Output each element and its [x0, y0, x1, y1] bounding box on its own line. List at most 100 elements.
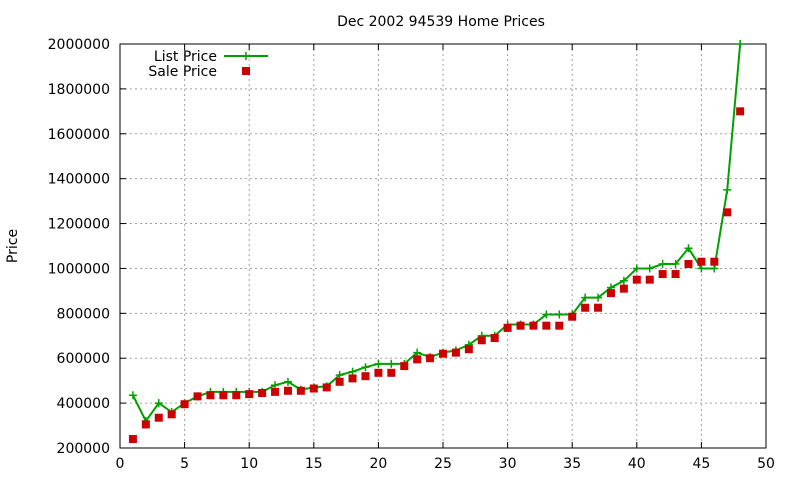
sale-price-point: [568, 312, 577, 321]
x-tick-label: 40: [628, 456, 646, 472]
sale-price-point: [219, 391, 228, 400]
list-price-point: [645, 264, 654, 273]
sale-price-point: [387, 368, 396, 377]
sale-price-point: [581, 303, 590, 312]
list-price-point: [736, 40, 745, 48]
sale-price-point: [516, 321, 525, 330]
x-tick-label: 25: [434, 456, 452, 472]
grid: [120, 44, 766, 448]
y-tick-label: 200000: [57, 441, 110, 457]
sale-price-point: [335, 377, 344, 386]
sale-price-point: [645, 275, 654, 284]
sale-price-point: [309, 384, 318, 393]
sale-price-point: [477, 336, 486, 345]
sale-price-point: [684, 259, 693, 268]
series-line-list-price: [132, 43, 742, 423]
x-tick-label: 30: [499, 456, 517, 472]
y-tick-label: 1400000: [48, 172, 110, 188]
sale-price-point: [232, 391, 241, 400]
list-price-point: [154, 399, 163, 408]
x-tick-label: 0: [116, 456, 125, 472]
list-price-point: [348, 367, 357, 376]
list-price-point: [335, 371, 344, 380]
legend: List Price Sale Price: [148, 49, 268, 80]
sale-price-point: [180, 400, 189, 409]
list-price-point: [684, 244, 693, 253]
list-price-point: [361, 363, 370, 372]
sale-price-point: [723, 208, 732, 217]
sale-price-point: [529, 321, 538, 330]
y-tick-label: 1200000: [48, 217, 110, 233]
sale-price-point: [206, 391, 215, 400]
list-price-point: [723, 185, 732, 194]
sale-price-point: [283, 386, 292, 395]
list-price-point: [542, 310, 551, 319]
sale-price-point: [413, 355, 422, 364]
legend-swatch-sale-price: [242, 67, 250, 75]
sale-price-point: [258, 389, 267, 398]
sale-price-point: [361, 372, 370, 381]
list-price-point: [555, 310, 564, 319]
list-price-point: [632, 264, 641, 273]
sale-price-point: [296, 386, 305, 395]
x-tick-label: 5: [180, 456, 189, 472]
list-price-point: [594, 293, 603, 302]
sale-price-point: [619, 284, 628, 293]
sale-price-point: [464, 345, 473, 354]
sale-price-point: [542, 321, 551, 330]
sale-price-point: [439, 349, 447, 358]
sale-price-point: [245, 390, 254, 399]
list-price-point: [619, 276, 628, 285]
sale-price-point: [451, 348, 460, 357]
sale-price-point: [154, 413, 163, 422]
sale-price-point: [490, 334, 499, 343]
list-price-point: [413, 348, 422, 357]
x-tick-label: 45: [692, 456, 710, 472]
y-axis-label: Price: [5, 229, 21, 263]
sale-price-point: [697, 257, 706, 266]
sale-price-point: [555, 321, 564, 330]
list-price-point: [271, 381, 280, 390]
y-tick-label: 1000000: [48, 261, 110, 277]
sale-price-point: [193, 392, 202, 401]
y-tick-label: 600000: [57, 351, 110, 367]
y-tick-label: 1800000: [48, 82, 110, 98]
list-price-point: [697, 264, 706, 273]
y-tick-label: 800000: [57, 306, 110, 322]
sale-price-point: [167, 410, 176, 419]
x-tick-label: 10: [240, 456, 258, 472]
sale-price-point: [710, 257, 719, 266]
sale-price-point: [322, 383, 331, 392]
sale-price-point: [426, 354, 435, 363]
sale-price-point: [141, 420, 150, 429]
x-tick-label: 50: [757, 456, 775, 472]
list-price-point: [374, 359, 383, 368]
sale-price-point: [736, 107, 745, 116]
series-layer: [128, 40, 745, 444]
sale-price-point: [503, 323, 512, 332]
sale-price-point: [271, 387, 280, 396]
legend-label-sale-price: Sale Price: [148, 64, 217, 80]
legend-label-list-price: List Price: [154, 49, 217, 65]
x-tick-label: 15: [305, 456, 323, 472]
sale-price-point: [128, 435, 137, 444]
axis-ticks: 0 5 10 15 20 25 30 35 40 45 50 200000 400000 600000 80…: [48, 37, 775, 472]
sale-price-point: [658, 270, 667, 279]
list-price-point: [283, 377, 292, 386]
list-price-point: [710, 264, 719, 273]
list-price-point: [128, 391, 137, 400]
sale-price-point: [348, 374, 357, 383]
sale-price-point: [632, 275, 641, 284]
y-tick-label: 1600000: [48, 127, 110, 143]
list-price-point: [581, 293, 590, 302]
list-price-point: [671, 259, 680, 268]
y-tick-label: 2000000: [48, 37, 110, 53]
chart-title: Dec 2002 94539 Home Prices: [337, 14, 545, 30]
sale-price-point: [374, 368, 383, 377]
list-price-point: [387, 359, 396, 368]
x-tick-label: 20: [369, 456, 387, 472]
sale-price-point: [671, 270, 680, 279]
y-tick-label: 400000: [57, 396, 110, 412]
